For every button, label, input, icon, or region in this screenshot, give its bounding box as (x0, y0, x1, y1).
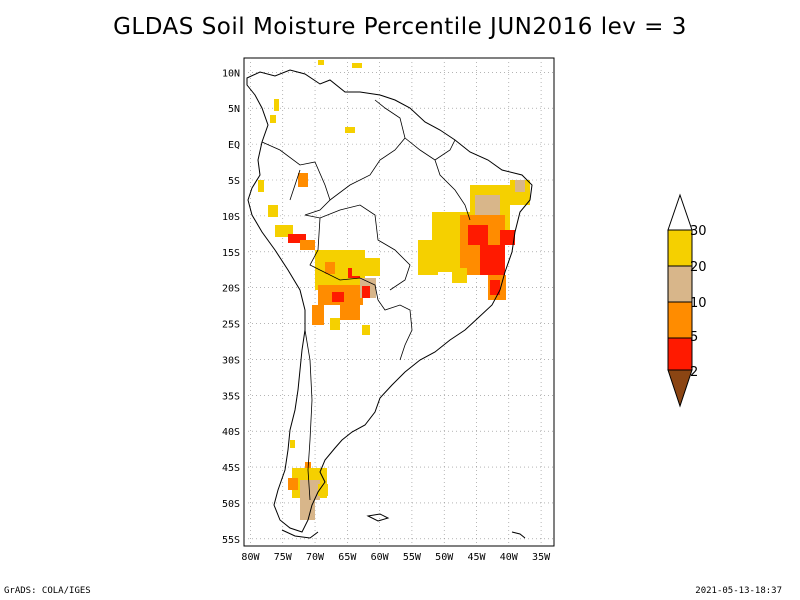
patch-orange (325, 262, 335, 274)
colorbar-label: 20 (690, 260, 707, 275)
patch-orange (312, 305, 324, 325)
colorbar-label: 5 (690, 330, 698, 345)
lat-tick-label: 35S (222, 391, 240, 402)
patch-orange (288, 478, 298, 490)
lat-tick-label: 30S (222, 355, 240, 366)
lon-tick-label: 55W (403, 552, 422, 563)
patch-yellow (345, 127, 355, 133)
patch-yellow (352, 63, 362, 68)
colorbar: 30 20 10 5 2 (667, 193, 707, 408)
colorbar-label: 10 (690, 296, 707, 311)
lat-tick-label: 40S (222, 427, 240, 438)
patch-yellow (274, 99, 279, 111)
patch-yellow (318, 60, 324, 65)
patch-yellow (258, 180, 264, 192)
lon-tick-label: 70W (306, 552, 325, 563)
colorbar-bin-2-5 (667, 337, 693, 371)
patch-yellow (290, 440, 295, 448)
footer-timestamp: 2021-05-13-18:37 (695, 586, 782, 596)
lat-tick-label: 20S (222, 284, 240, 295)
patch-red (500, 230, 515, 245)
patch-red (332, 292, 344, 302)
lat-tick-label: 5N (228, 104, 240, 115)
colorbar-bin-5-10 (667, 301, 693, 339)
patch-yellow (452, 268, 467, 283)
lat-tick-label: 10S (222, 212, 240, 223)
lon-tick-label: 80W (241, 552, 260, 563)
colorbar-label: 2 (690, 365, 698, 380)
footer-credit: GrADS: COLA/IGES (4, 586, 91, 596)
lat-tick-label: 10N (222, 68, 240, 79)
colorbar-bin-10-20 (667, 265, 693, 303)
lon-tick-label: 50W (435, 552, 454, 563)
patch-red (490, 280, 500, 295)
colorbar-bin-20-30 (667, 229, 693, 267)
patch-tan (300, 480, 320, 500)
patch-red (480, 245, 505, 275)
colorbar-bottom-arrow (667, 369, 693, 408)
lat-tick-label: EQ (228, 140, 240, 151)
lon-tick-label: 60W (371, 552, 390, 563)
lat-tick-label: 15S (222, 248, 240, 259)
lat-tick-label: 50S (222, 499, 240, 510)
chart-title: GLDAS Soil Moisture Percentile JUN2016 l… (113, 14, 687, 40)
lat-tick-label: 5S (228, 176, 240, 187)
patch-tan (300, 500, 315, 520)
country-borders (261, 99, 471, 501)
patch-yellow (418, 240, 438, 275)
lon-tick-label: 40W (500, 552, 519, 563)
plot-frame (243, 57, 555, 547)
lat-tick-label: 25S (222, 320, 240, 331)
coastline (246, 69, 533, 539)
patch-yellow (330, 318, 340, 330)
patch-yellow (270, 115, 276, 123)
colorbar-top-arrow (667, 193, 693, 231)
lat-tick-label: 45S (222, 463, 240, 474)
lon-tick-label: 35W (532, 552, 551, 563)
patch-orange (298, 173, 308, 187)
patch-yellow (352, 258, 380, 276)
patch-red (468, 225, 488, 245)
colorbar-label: 30 (690, 224, 707, 239)
lon-tick-label: 45W (467, 552, 486, 563)
lon-tick-label: 65W (338, 552, 357, 563)
patch-red (288, 234, 306, 243)
patch-red (362, 286, 370, 298)
moisture-shading (258, 60, 530, 520)
lat-tick-label: 55S (222, 535, 240, 546)
patch-tan (515, 180, 525, 192)
lon-tick-label: 75W (274, 552, 293, 563)
patch-yellow (318, 484, 328, 496)
patch-yellow (362, 325, 370, 335)
patch-yellow (268, 205, 278, 217)
patch-orange (300, 240, 315, 250)
patch-orange (340, 305, 360, 320)
